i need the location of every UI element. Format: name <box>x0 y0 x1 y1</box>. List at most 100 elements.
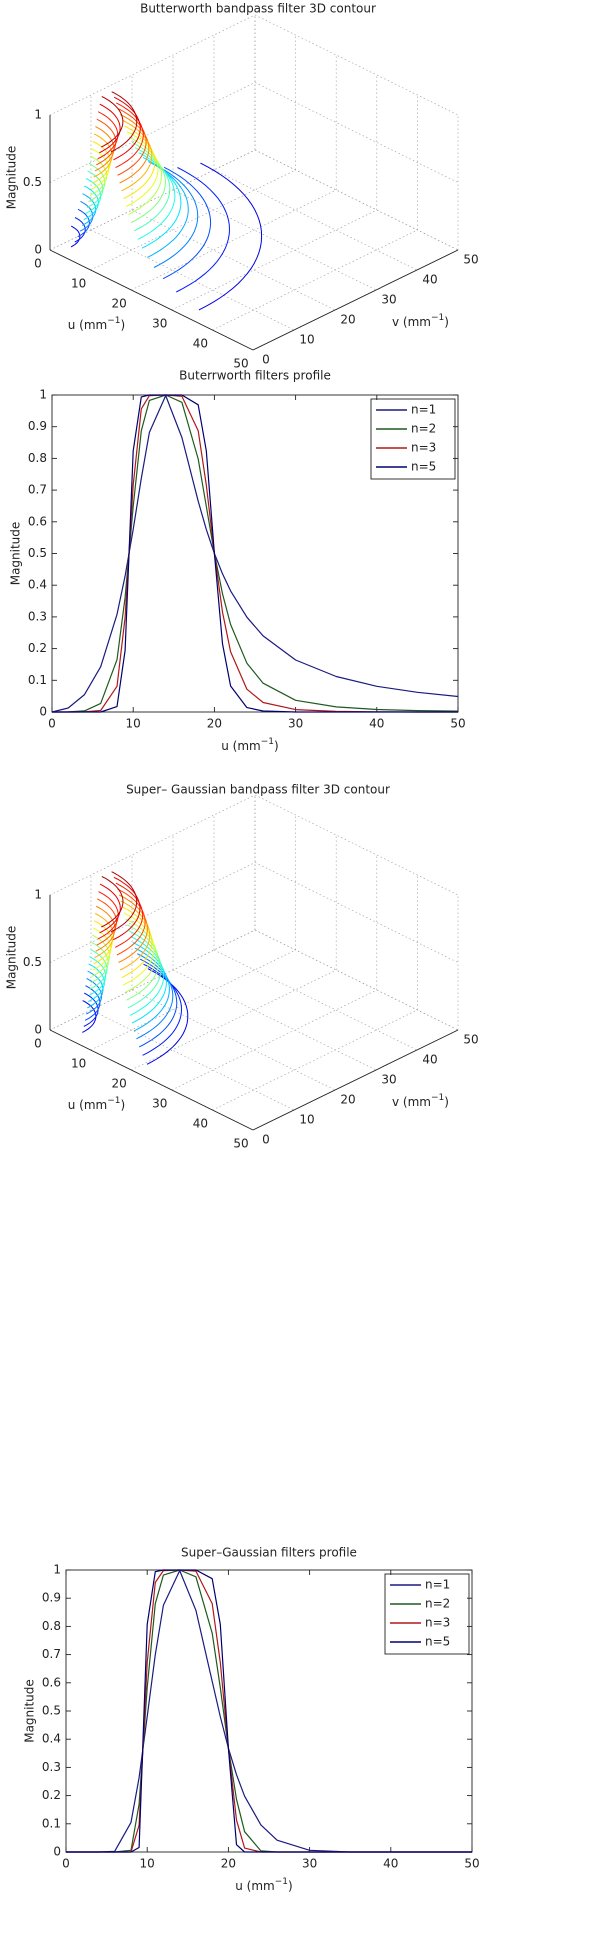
y-axis-label: Magnitude <box>23 1679 37 1743</box>
x-axis-label-part: −1 <box>107 316 120 326</box>
x-axis <box>49 249 254 351</box>
y-axis-label: v (mm−1) <box>392 1093 449 1109</box>
contour-line <box>119 900 151 971</box>
y-tick-label: 0.9 <box>28 419 47 433</box>
y-axis-label: Magnitude <box>9 522 23 586</box>
grid-line <box>254 14 459 116</box>
y-axis-label-part: v (mm <box>392 1095 431 1109</box>
contour-line <box>113 96 141 161</box>
x-tick-label: 20 <box>112 297 127 311</box>
y-tick-label: 0.4 <box>42 1732 61 1746</box>
grid-line <box>131 989 336 1091</box>
x-axis-label-part: u (mm <box>221 739 260 753</box>
grid-line <box>49 14 256 116</box>
y-tick-label: 0.2 <box>42 1788 61 1802</box>
chart-title: Buterrworth filters profile <box>179 369 331 383</box>
contour-line <box>138 958 178 1048</box>
y-tick-label: 1 <box>53 1563 61 1577</box>
y-tick-label: 10 <box>299 1113 314 1127</box>
grid-line <box>212 229 418 331</box>
contour-line <box>110 91 138 153</box>
y-axis-label: v (mm−1) <box>392 313 449 329</box>
contour-line <box>77 208 90 238</box>
y-tick-label: 0.5 <box>42 1704 61 1718</box>
contour-line <box>162 166 212 280</box>
chart-title: Super–Gaussian filters profile <box>181 1546 357 1560</box>
grid-line <box>131 209 336 311</box>
y-tick-label: 0.1 <box>42 1816 61 1830</box>
x-axis-label: u (mm−1) <box>235 1877 292 1893</box>
y-axis-label-part: v (mm <box>392 315 431 329</box>
y-tick-label: 0.9 <box>42 1591 61 1605</box>
contour-line <box>128 136 163 215</box>
contour-line <box>101 96 124 148</box>
contour-line <box>121 119 153 192</box>
contour-line <box>134 147 171 232</box>
grid-line <box>172 969 377 1071</box>
plot-area <box>51 394 459 713</box>
legend-label: n=1 <box>411 403 436 417</box>
contour-line <box>137 152 176 240</box>
y-tick-label: 0.8 <box>42 1619 61 1633</box>
series-line <box>52 394 458 713</box>
grid-line <box>131 189 337 291</box>
x-tick-label: 0 <box>34 257 42 271</box>
grid-line <box>254 929 459 1031</box>
grid-line <box>213 949 418 1051</box>
legend-label: n=1 <box>425 1578 450 1592</box>
y-axis-label-part: −1 <box>431 1093 444 1103</box>
contour-line <box>82 1000 97 1033</box>
y-tick-label: 10 <box>299 333 314 347</box>
contour-line <box>127 930 162 1009</box>
y-tick-label: 1 <box>39 388 47 402</box>
contour-line <box>96 118 117 166</box>
x-axis-label-part: ) <box>121 1098 126 1112</box>
z-tick-label: 1 <box>34 108 42 122</box>
x-tick-label: 10 <box>71 277 86 291</box>
z-axis-label: Magnitude <box>5 146 19 210</box>
x-axis-label-part: ) <box>274 739 279 753</box>
legend-box <box>384 1573 470 1655</box>
y-axis-label-part: ) <box>444 1095 449 1109</box>
series-line <box>66 1570 472 1853</box>
contour-line <box>79 200 94 232</box>
x-tick-label: 20 <box>112 1077 127 1091</box>
x-tick-label: 30 <box>152 317 167 331</box>
contour-line <box>116 888 146 956</box>
x-tick-label: 50 <box>464 1857 479 1871</box>
contour-line <box>70 225 81 248</box>
contour-line <box>101 876 124 928</box>
legend-label: n=2 <box>411 422 436 436</box>
y-axis <box>252 1029 459 1131</box>
x-tick-label: 50 <box>233 1137 248 1151</box>
x-axis-label-part: −1 <box>107 1096 120 1106</box>
x-tick-label: 0 <box>34 1037 42 1051</box>
contour-line <box>85 177 102 215</box>
y-tick-label: 0 <box>262 353 270 367</box>
x-axis-label-part: u (mm <box>68 318 107 332</box>
x-tick-label: 20 <box>207 717 222 731</box>
grid-line <box>254 149 459 251</box>
contour-line <box>198 162 263 311</box>
contour-line <box>125 131 159 207</box>
y-tick-label: 20 <box>340 313 355 327</box>
x-tick-label: 40 <box>193 1117 208 1131</box>
grid-line <box>90 229 295 331</box>
chart-title: Butterworth bandpass filter 3D contour <box>140 2 376 16</box>
contour-line <box>122 912 155 986</box>
chart-title: Super– Gaussian bandpass filter 3D conto… <box>126 783 390 797</box>
x-tick-label: 50 <box>233 357 248 371</box>
y-tick-label: 30 <box>381 1073 396 1087</box>
legend-label: n=2 <box>425 1597 450 1611</box>
y-tick-label: 30 <box>381 293 396 307</box>
x-tick-label: 40 <box>369 717 384 731</box>
grid-line <box>90 169 296 271</box>
y-tick-label: 50 <box>463 1033 478 1047</box>
x-tick-label: 10 <box>140 1857 155 1871</box>
x-tick-label: 30 <box>288 717 303 731</box>
y-tick-label: 0 <box>53 1845 61 1859</box>
x-tick-label: 0 <box>62 1857 70 1871</box>
contour-line <box>123 125 156 200</box>
x-tick-label: 50 <box>450 717 465 731</box>
